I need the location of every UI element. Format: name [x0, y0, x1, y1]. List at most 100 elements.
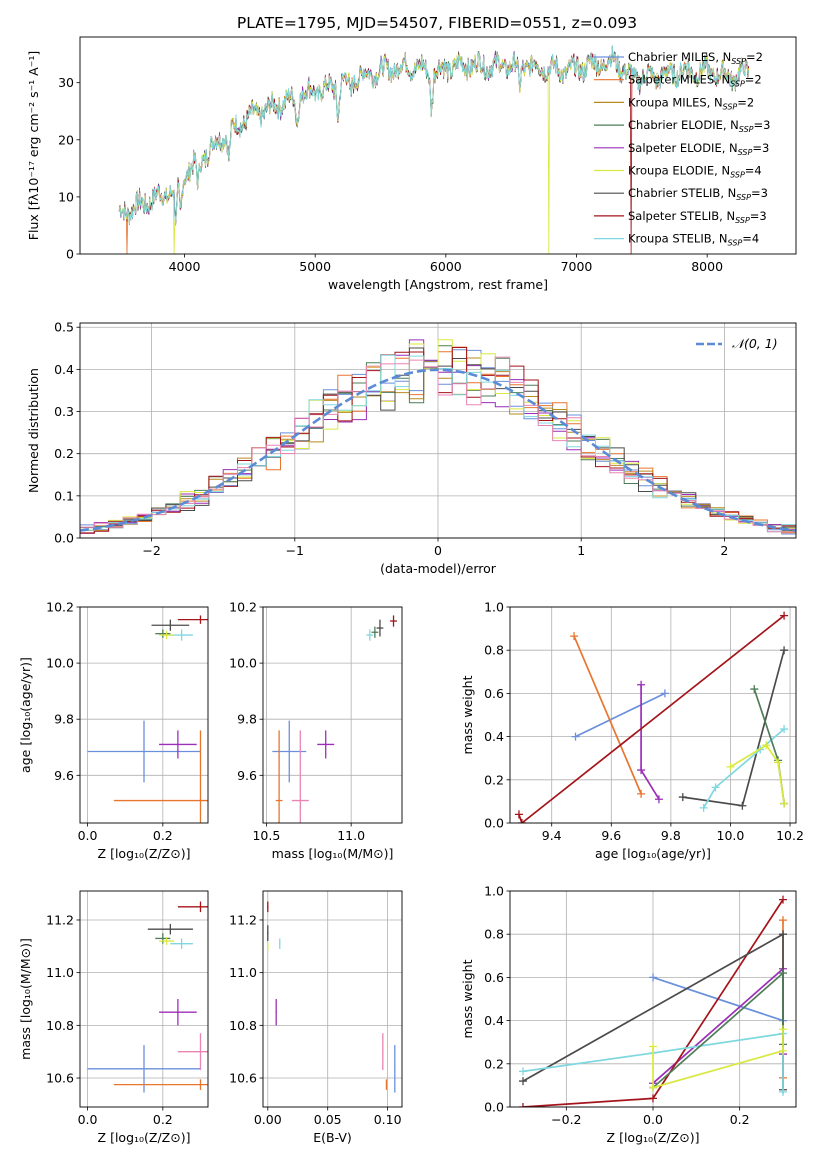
y-tick-label: 10.0: [229, 656, 257, 671]
panel-mass-vs-ebv: 0.00 0.05 0.10 10.6 10.8 11.0 11.2 E(B-V): [229, 890, 403, 1145]
legend-entry: Kroupa STELIB, NSSP=4: [628, 232, 759, 248]
grid-lines: [80, 606, 208, 823]
x-tick-label: 10.2: [776, 828, 804, 843]
weight-marker: [779, 969, 787, 978]
x-tick-label: 2: [720, 543, 728, 558]
weight-marker: [779, 895, 787, 904]
y-axis-label: mass weight: [460, 959, 475, 1038]
weight-marker: [649, 1042, 657, 1051]
x-tick-label: 0: [434, 543, 442, 558]
errorbar-point: [275, 730, 283, 823]
x-axis-label: Z [log₁₀(Z/Z⊙)]: [607, 1130, 700, 1145]
legend-suffix: =3: [751, 186, 768, 200]
weight-marker: [649, 1083, 657, 1092]
legend-subscript: SSP: [730, 80, 745, 89]
x-tick-label: 0.10: [374, 1112, 402, 1127]
x-tick-label: −1: [286, 543, 304, 558]
legend-suffix: =3: [754, 118, 771, 132]
errorbar-point: [317, 730, 335, 759]
errorbar-point: [159, 730, 197, 759]
y-tick-label: 10.8: [46, 1018, 74, 1033]
legend-suffix: =2: [737, 95, 754, 109]
legend-entry: Chabrier MILES, NSSP=2: [628, 50, 763, 66]
y-tick-label: 9.8: [54, 712, 74, 727]
legend-suffix: =3: [752, 141, 769, 155]
y-tick-label: 0.8: [484, 643, 504, 658]
y-tick-label: 10.6: [46, 1071, 74, 1086]
errorbar-point: [177, 901, 208, 913]
weight-marker: [711, 783, 720, 792]
weight-line: [730, 744, 785, 804]
legend-subscript: SSP: [730, 171, 745, 180]
legend-entry: 𝒩(0, 1): [732, 336, 778, 351]
y-tick-label: 1.0: [484, 884, 504, 899]
y-tick-label: 0.4: [484, 729, 504, 744]
legend-entry: Chabrier ELODIE, NSSP=3: [628, 118, 770, 134]
weight-line: [652, 971, 784, 1089]
errorbar-point: [382, 1033, 384, 1071]
legend-subscript: SSP: [731, 57, 746, 66]
x-tick-label: 10.5: [252, 828, 280, 843]
errorbar-point: [366, 629, 374, 641]
y-tick-label: 10.0: [46, 656, 74, 671]
x-tick-label: 9.4: [542, 828, 562, 843]
y-axis-label: age [log₁₀(age/yr)]: [18, 657, 33, 773]
y-tick-label: 11.2: [46, 912, 74, 927]
y-tick-label: 0.2: [54, 446, 74, 461]
axes-frame: [79, 890, 209, 1108]
x-tick-label: 0.00: [254, 1112, 282, 1127]
plot-area: [118, 45, 750, 254]
spectrum-line: [118, 45, 750, 226]
errorbar-point: [177, 1033, 208, 1071]
errorbar-point: [267, 925, 269, 942]
plot-area: [87, 615, 208, 823]
legend-suffix: =4: [745, 164, 762, 178]
errorbar-point: [170, 938, 193, 949]
legend-subscript: SSP: [735, 216, 750, 225]
panel-residuals: −2 −1 0 1 2 0.0 0.1 0.2 0.3 0.4 0.5 (data-model)/er…: [26, 320, 797, 576]
weight-marker: [762, 741, 771, 750]
x-axis-label: Z [log₁₀(Z/Z⊙)]: [98, 846, 191, 861]
weight-marker: [649, 973, 657, 982]
weight-marker: [660, 689, 669, 698]
weight-marker: [780, 799, 789, 808]
weight-marker: [779, 1025, 787, 1034]
panel-age-vs-mass: 10.5 11.0 9.6 9.8 10.0 10.2 mass [log₁₀(M/M⊙)]: [229, 600, 403, 861]
weight-marker: [779, 1046, 787, 1055]
weight-line: [702, 728, 785, 809]
panel-mass-vs-metallicity: 0.0 0.2 10.6 10.8 11.0 11.2 Z [log₁₀(Z/Z⊙)] mas…: [18, 890, 209, 1145]
weight-marker: [649, 1094, 657, 1103]
y-tick-label: 9.8: [237, 712, 257, 727]
weight-marker: [654, 795, 663, 804]
errorbar-point: [147, 923, 193, 935]
errorbar-point: [151, 619, 190, 631]
y-tick-label: 0.2: [484, 1056, 504, 1071]
weight-marker: [570, 632, 579, 641]
y-tick-label: 0.6: [484, 970, 504, 985]
figure-title: PLATE=1795, MJD=54507, FIBERID=0551, z=0…: [237, 14, 637, 32]
legend-suffix: =3: [750, 209, 767, 223]
panel-weight-vs-metallicity: −0.2 0.0 0.2 0.0 0.2 0.4 0.6 0.8 1.0 Z [log₁₀(Z/Z…: [460, 884, 797, 1145]
errorbar-point: [159, 630, 175, 640]
axes-frame: [509, 890, 797, 1108]
weight-marker: [519, 1077, 527, 1086]
legend-subscript: SSP: [739, 125, 754, 134]
weight-line: [575, 692, 666, 738]
errorbar-point: [155, 629, 171, 638]
y-axis-label: mass weight: [460, 675, 475, 754]
panel-spectrum: 4000 5000 6000 7000 8000 0 10 20 30 wavelength [A…: [26, 36, 797, 292]
y-tick-label: 0.5: [54, 320, 74, 335]
y-tick-label: 0.0: [54, 531, 74, 546]
panel-age-vs-metallicity: 0.0 0.2 9.6 9.8 10.0 10.2 Z [log₁₀(Z/Z⊙)] age […: [18, 600, 209, 861]
errorbar-point: [87, 720, 201, 783]
weight-line: [682, 649, 785, 807]
weight-marker: [637, 789, 646, 798]
axes-frame: [262, 890, 403, 1108]
axes-frame: [79, 322, 797, 539]
plot-area: [267, 901, 396, 1093]
errorbar-point: [267, 942, 269, 951]
x-tick-label: 9.8: [661, 828, 681, 843]
y-tick-label: 0.2: [484, 772, 504, 787]
y-tick-label: 0.3: [54, 404, 74, 419]
axes-frame: [262, 606, 403, 824]
